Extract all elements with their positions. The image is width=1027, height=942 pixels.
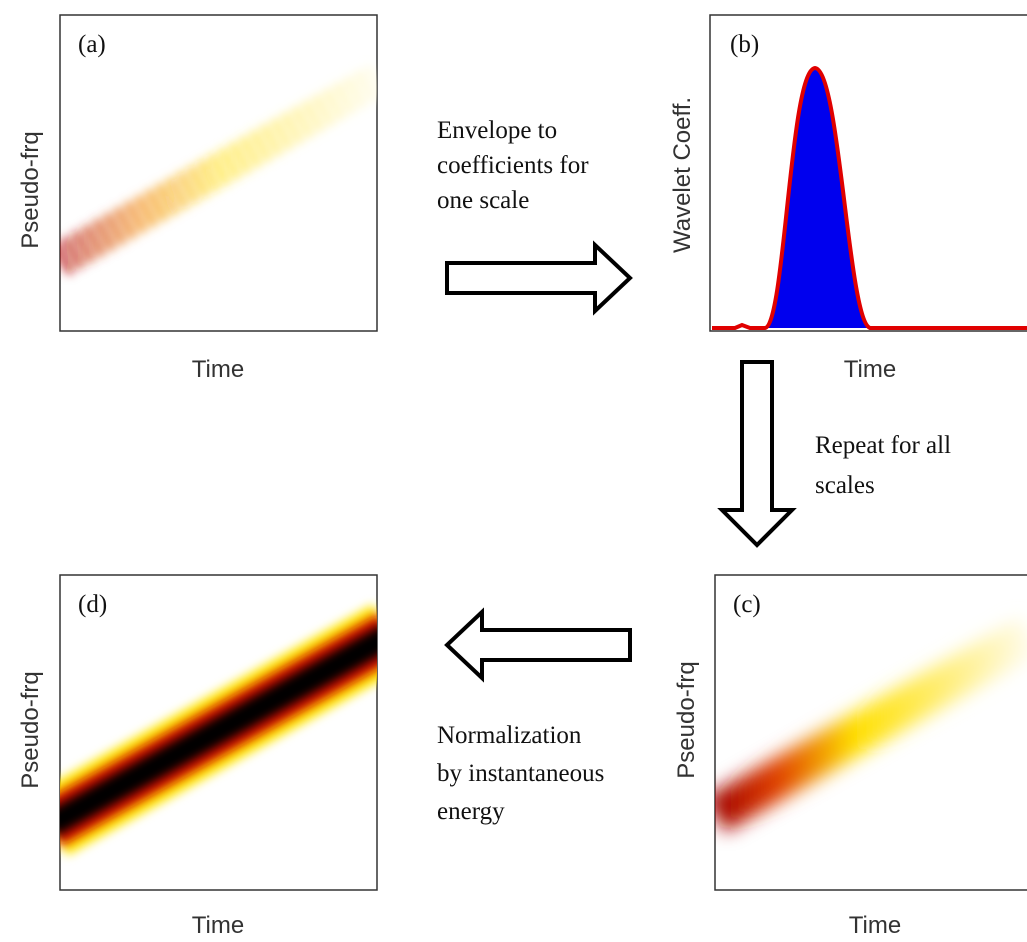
x-label: Time bbox=[849, 912, 901, 939]
y-label: Pseudo-frq bbox=[17, 671, 44, 788]
x-label: Time bbox=[192, 912, 244, 939]
wavelet-plot bbox=[712, 65, 1027, 330]
y-label: Pseudo-frq bbox=[17, 131, 44, 248]
panel-label: (a) bbox=[78, 31, 106, 58]
step-text: by instantaneous bbox=[437, 760, 604, 787]
heatmap bbox=[60, 604, 377, 856]
step-text: Envelope to bbox=[437, 117, 557, 144]
arrow-right bbox=[445, 240, 633, 316]
heatmap bbox=[60, 65, 377, 275]
step-text: Normalization bbox=[437, 722, 582, 749]
arrow-down bbox=[717, 360, 797, 548]
step-text: Repeat for all bbox=[815, 432, 951, 459]
x-label: Time bbox=[192, 356, 244, 383]
heatmap bbox=[715, 617, 1027, 833]
panel-label: (b) bbox=[730, 31, 759, 58]
panel-label: (c) bbox=[733, 591, 761, 618]
step-text: one scale bbox=[437, 187, 529, 214]
panel-frame bbox=[709, 14, 1027, 332]
step-text: energy bbox=[437, 798, 505, 825]
x-label: Time bbox=[844, 356, 896, 383]
panel-label: (d) bbox=[78, 591, 107, 618]
arrow-left bbox=[444, 607, 632, 683]
step-text: coefficients for bbox=[437, 152, 589, 179]
y-label: Pseudo-frq bbox=[673, 661, 700, 778]
y-label: Wavelet Coeff. bbox=[669, 97, 696, 253]
step-text: scales bbox=[815, 472, 875, 499]
